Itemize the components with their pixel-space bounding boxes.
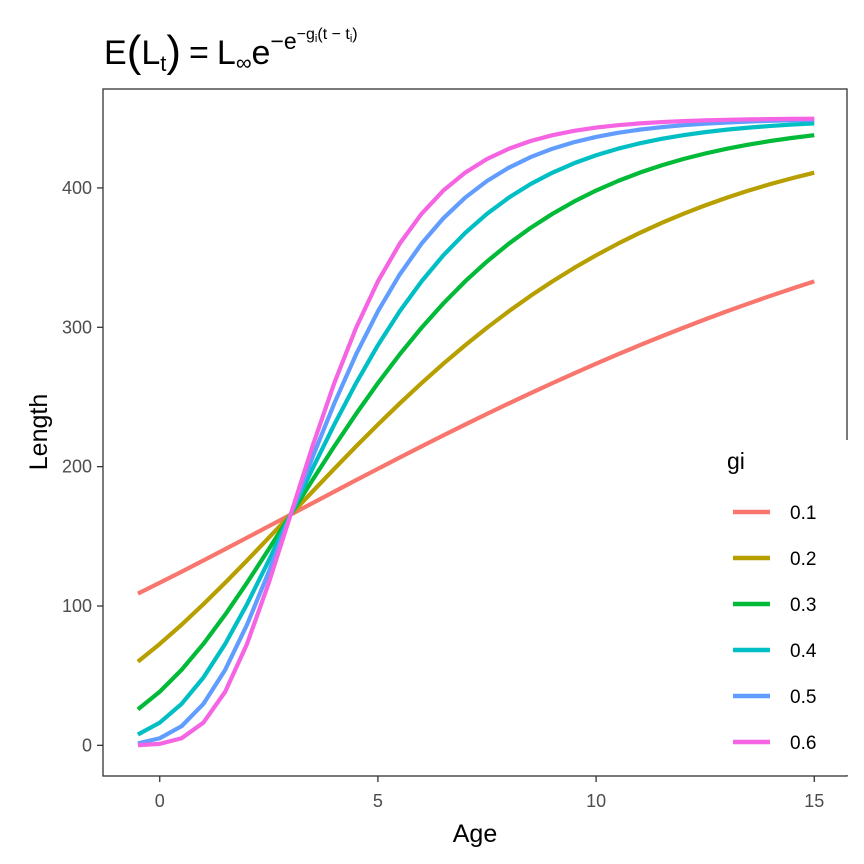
title-neg1: − <box>270 28 283 54</box>
y-tick-label: 400 <box>62 178 92 198</box>
title-equals: = <box>189 34 209 72</box>
title-g: g <box>306 26 315 43</box>
x-tick-label: 5 <box>373 791 383 811</box>
legend-title: gi <box>727 448 745 474</box>
title-t-sub: t <box>160 51 166 76</box>
x-tick-label: 10 <box>586 791 606 811</box>
svg-text:E(Lt)=L∞e−e−gi(t − ti): E(Lt) = L∞e−e−gi(t − ti) <box>104 26 358 76</box>
series-line-0.6 <box>137 116 815 748</box>
y-tick-label: 0 <box>82 735 92 755</box>
legend-background <box>716 440 856 775</box>
y-tick-label: 100 <box>62 596 92 616</box>
title-neg2: − <box>297 26 306 43</box>
legend-label-0.4: 0.4 <box>790 641 817 662</box>
series-layer <box>136 116 815 748</box>
chart-title: E(Lt) = L∞e−e−gi(t − ti) <box>104 26 358 76</box>
x-tick-label: 15 <box>804 791 824 811</box>
title-t-minus: (t − t <box>317 26 350 43</box>
series-line-0.2 <box>136 170 815 664</box>
series-line-0.5 <box>137 117 815 746</box>
y-tick-label: 300 <box>62 317 92 337</box>
series-line-0.1 <box>136 279 815 596</box>
title-L: L <box>141 34 160 72</box>
legend-label-0.3: 0.3 <box>790 595 816 616</box>
legend-label-0.5: 0.5 <box>790 687 816 708</box>
x-axis-title: Age <box>453 820 497 848</box>
legend-label-0.2: 0.2 <box>790 549 816 570</box>
x-tick-label: 0 <box>155 791 165 811</box>
x-axis: 0 5 10 15 <box>155 776 824 811</box>
legend-label-0.6: 0.6 <box>790 733 816 754</box>
y-tick-label: 200 <box>62 457 92 477</box>
legend-items: 0.1 0.2 0.3 0.4 0.5 0.6 <box>733 503 817 754</box>
title-close: ) <box>352 26 357 43</box>
y-axis: 0 100 200 300 400 <box>62 178 103 755</box>
title-e1: e <box>252 34 271 72</box>
series-line-0.3 <box>136 133 815 711</box>
title-i-sub: i <box>315 33 317 45</box>
title-e2: e <box>284 28 297 54</box>
title-ti-sub: i <box>350 33 352 45</box>
y-axis-title: Length <box>25 394 53 470</box>
title-inf-sub: ∞ <box>236 50 252 75</box>
legend: gi 0.1 0.2 0.3 0.4 0.5 0.6 <box>716 440 856 775</box>
title-E: E <box>104 34 127 72</box>
legend-label-0.1: 0.1 <box>790 503 816 524</box>
series-line-0.4 <box>136 121 815 737</box>
title-Linf: L <box>217 34 236 72</box>
